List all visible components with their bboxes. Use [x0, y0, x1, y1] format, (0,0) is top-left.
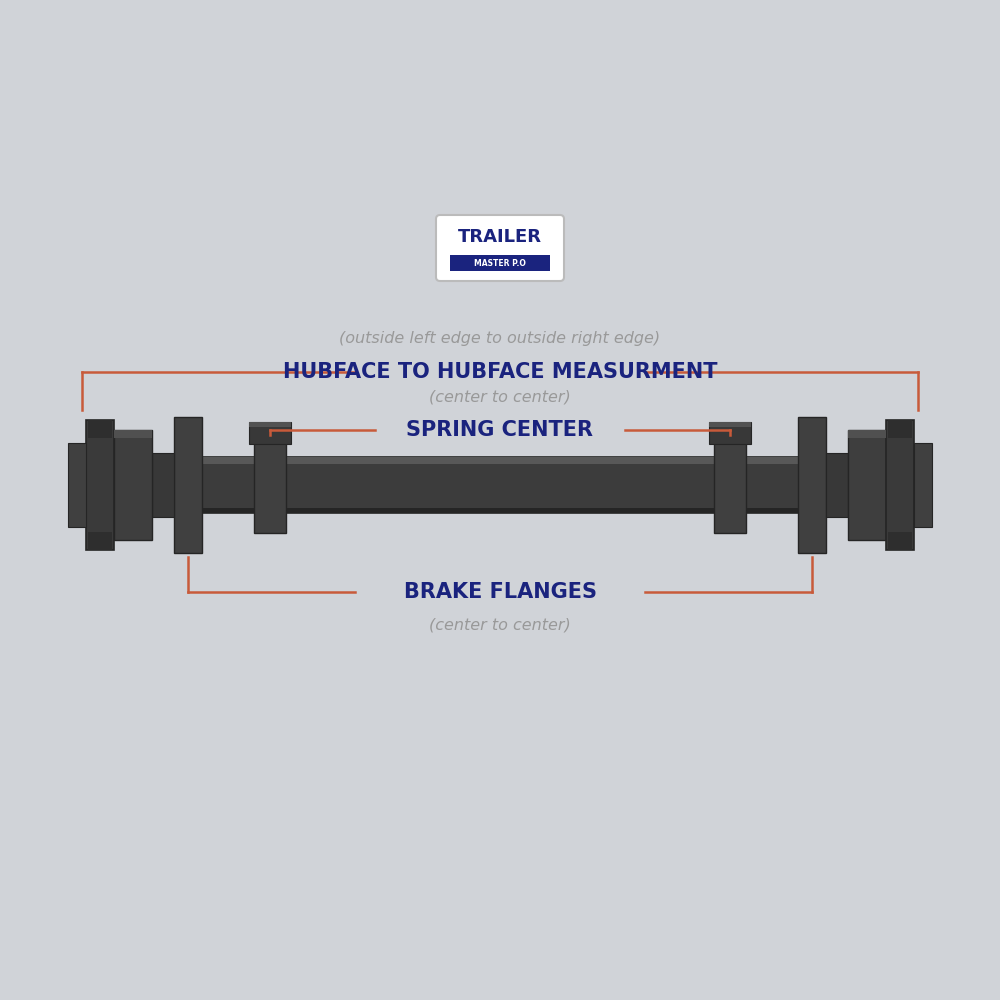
- Bar: [88, 420, 112, 438]
- Bar: [68, 443, 86, 527]
- Bar: [249, 422, 291, 427]
- Bar: [450, 255, 550, 271]
- Bar: [86, 420, 114, 550]
- Bar: [888, 532, 912, 550]
- Bar: [798, 417, 826, 553]
- Text: (outside left edge to outside right edge): (outside left edge to outside right edge…: [339, 330, 661, 346]
- Bar: [709, 422, 751, 427]
- Bar: [249, 422, 291, 444]
- Text: (center to center): (center to center): [429, 617, 571, 633]
- Bar: [114, 430, 152, 438]
- Bar: [195, 457, 805, 513]
- Bar: [886, 420, 914, 550]
- Text: SPRING CENTER: SPRING CENTER: [406, 420, 594, 440]
- FancyBboxPatch shape: [436, 215, 564, 281]
- Bar: [88, 532, 112, 550]
- Text: (center to center): (center to center): [429, 389, 571, 404]
- Bar: [709, 422, 751, 444]
- Text: MASTER P.O: MASTER P.O: [474, 258, 526, 267]
- Text: HUBFACE TO HUBFACE MEASURMENT: HUBFACE TO HUBFACE MEASURMENT: [283, 362, 717, 382]
- Bar: [174, 417, 202, 553]
- Text: TRAILER: TRAILER: [458, 228, 542, 246]
- Bar: [195, 457, 805, 464]
- Bar: [848, 430, 886, 438]
- Text: BRAKE FLANGES: BRAKE FLANGES: [404, 582, 596, 602]
- Bar: [254, 437, 286, 533]
- Bar: [888, 420, 912, 438]
- Bar: [114, 430, 152, 540]
- Bar: [826, 453, 848, 517]
- Bar: [714, 437, 746, 533]
- Bar: [914, 443, 932, 527]
- Bar: [152, 453, 174, 517]
- Bar: [195, 508, 805, 513]
- Bar: [848, 430, 886, 540]
